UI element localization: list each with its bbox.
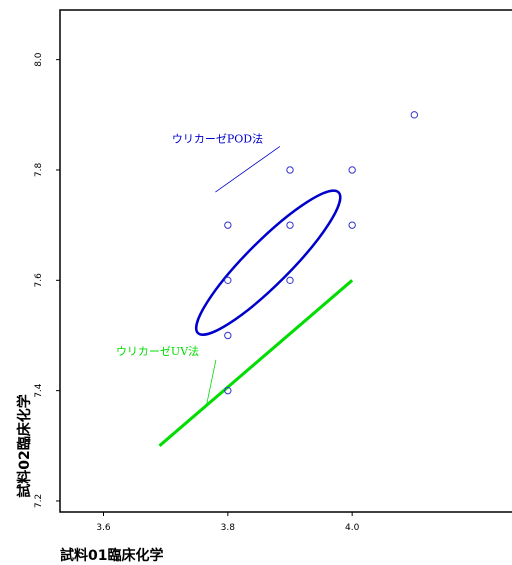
data-point xyxy=(286,221,294,229)
data-point xyxy=(286,276,294,285)
y-tick-label: 7.8 xyxy=(34,163,44,178)
y-tick-label: 7.6 xyxy=(34,273,44,288)
uv-method-pointer xyxy=(205,359,217,408)
x-tick-label: 4.0 xyxy=(345,523,360,533)
y-axis-title: 試料02臨床化学 xyxy=(17,394,33,498)
uv-method-label: ウリカーゼUV法 xyxy=(116,344,199,358)
y-tick-label: 7.4 xyxy=(34,383,44,398)
plot-frame xyxy=(59,9,512,513)
data-point xyxy=(224,386,232,395)
x-tick-label: 3.8 xyxy=(221,523,236,533)
data-point xyxy=(286,166,294,174)
data-point xyxy=(224,221,232,229)
y-tick-label: 7.2 xyxy=(34,494,44,508)
y-tick-label: 8.0 xyxy=(34,52,44,67)
data-point xyxy=(410,111,419,119)
x-tick-label: 3.6 xyxy=(96,523,111,533)
data-point xyxy=(348,166,356,174)
data-point xyxy=(224,331,232,340)
data-point xyxy=(348,221,356,229)
pod-method-ellipse xyxy=(195,189,342,336)
data-point xyxy=(224,276,232,285)
x-axis-title: 試料01臨床化学 xyxy=(60,548,164,564)
uv-method-line xyxy=(158,279,354,447)
pod-method-label: ウリカーゼPOD法 xyxy=(172,131,263,145)
axis-ticks: 3.6 3.8 4.0 7.2 7.4 7.6 7.8 8.0 xyxy=(34,52,360,533)
pod-method-pointer xyxy=(215,146,281,193)
